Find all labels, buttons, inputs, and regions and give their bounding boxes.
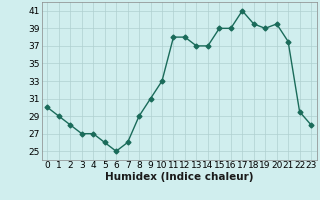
X-axis label: Humidex (Indice chaleur): Humidex (Indice chaleur)	[105, 172, 253, 182]
